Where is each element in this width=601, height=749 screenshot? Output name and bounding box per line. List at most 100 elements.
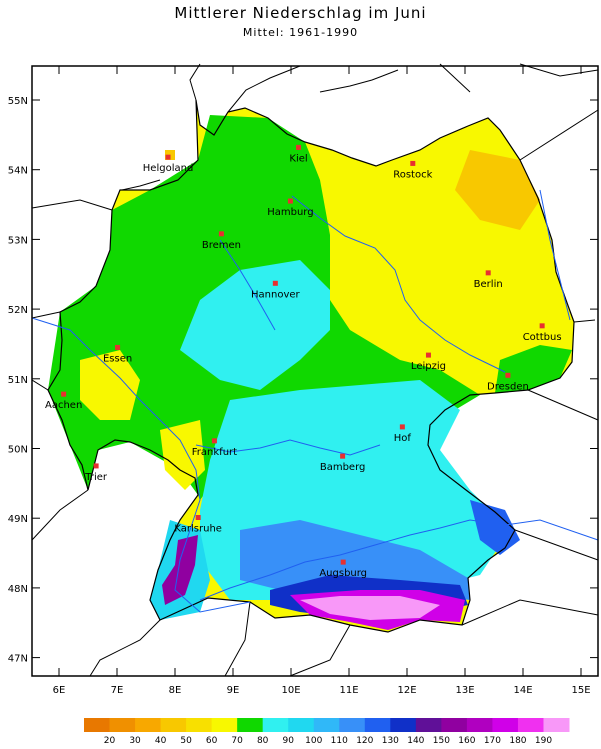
orange-patch-east	[455, 150, 540, 230]
legend-swatch	[135, 718, 162, 732]
lon-tick-label: 12E	[397, 685, 416, 696]
city-marker	[218, 231, 224, 237]
city-marker	[539, 323, 545, 329]
lat-tick-label: 52N	[8, 305, 28, 316]
lon-tick-label: 6E	[53, 685, 66, 696]
legend-swatch	[339, 718, 366, 732]
legend-label: 20	[104, 736, 116, 746]
river-danube	[199, 519, 599, 601]
city-label: Hof	[394, 433, 412, 444]
city-label: Cottbus	[523, 332, 562, 343]
precipitation-field-layer	[48, 100, 574, 632]
city-label: Helgoland	[143, 163, 194, 174]
sweden-coast	[439, 63, 599, 93]
lat-tick-label: 48N	[8, 584, 28, 595]
lon-tick-label: 13E	[455, 685, 474, 696]
city-label: Karlsruhe	[174, 524, 222, 535]
city-label: Trier	[84, 472, 108, 483]
france-border	[31, 489, 89, 541]
lat-tick-label: 49N	[8, 514, 28, 525]
lon-tick-label: 10E	[281, 685, 300, 696]
city-marker	[272, 280, 278, 286]
city-marker	[425, 352, 431, 358]
legend-swatch	[415, 718, 442, 732]
river-elbe	[291, 195, 506, 373]
city-marker	[93, 463, 99, 469]
lat-tick-label: 53N	[8, 235, 28, 246]
river-weser	[219, 239, 276, 331]
legend-swatch	[466, 718, 493, 732]
legend-swatch	[186, 718, 213, 732]
city-marker	[211, 438, 217, 444]
legend-swatch	[390, 718, 417, 732]
city-marker	[115, 344, 121, 350]
legend-swatch	[517, 718, 544, 732]
city-label: Berlin	[474, 279, 503, 290]
cities-layer: Helgoland Kiel Rostock Hamburg Bremen Hannove…	[45, 144, 562, 579]
poland-border	[519, 109, 599, 323]
city-label: Essen	[103, 353, 132, 364]
city-marker	[61, 391, 67, 397]
rivers-layer	[31, 189, 599, 613]
benelux-border	[31, 311, 61, 391]
city-label: Hamburg	[267, 207, 313, 218]
legend-label: 160	[458, 736, 475, 746]
legend-swatch	[237, 718, 264, 732]
legend-label: 190	[535, 736, 552, 746]
map-title: Mittlerer Niederschlag im Juni	[174, 4, 427, 22]
legend-label: 80	[257, 736, 269, 746]
city-marker	[505, 372, 511, 378]
legend-label: 110	[331, 736, 348, 746]
legend-label: 100	[305, 736, 322, 746]
legend-swatch	[109, 718, 136, 732]
lat-tick-label: 51N	[8, 375, 28, 386]
legend-swatch	[160, 718, 187, 732]
purple-schwarzwald	[162, 535, 198, 605]
legend-label: 50	[180, 736, 192, 746]
city-marker	[399, 424, 405, 430]
city-marker	[485, 270, 491, 276]
legend-swatch	[492, 718, 519, 732]
legend-swatch	[441, 718, 468, 732]
map-subtitle: Mittel: 1961-1990	[242, 26, 359, 39]
legend-label: 180	[509, 736, 526, 746]
legend-label: 120	[356, 736, 373, 746]
map-frame	[31, 65, 599, 677]
cyan-region-central	[180, 260, 330, 390]
legend-label: 30	[129, 736, 141, 746]
lon-tick-label: 8E	[169, 685, 182, 696]
green-region-east	[495, 345, 572, 393]
blue-region-alpine-foreland	[240, 520, 470, 600]
lat-tick-label: 54N	[8, 166, 28, 177]
city-label: Augsburg	[319, 568, 367, 579]
lat-tick-label: 50N	[8, 445, 28, 456]
city-label: Hannover	[251, 289, 301, 300]
legend-label: 60	[206, 736, 218, 746]
city-label: Aachen	[45, 400, 82, 411]
city-label: Dresden	[487, 381, 529, 392]
germany-outline	[47, 99, 575, 633]
city-label: Bremen	[202, 240, 241, 251]
lon-tick-label: 7E	[111, 685, 124, 696]
legend-swatch	[288, 718, 315, 732]
city-label: Frankfurt	[192, 447, 237, 458]
legend-swatch	[262, 718, 289, 732]
color-legend: 20 30 40 50 60 70 80 90 100 110 120 130 140 150 160 170…	[84, 718, 570, 746]
legend-swatch	[543, 718, 570, 732]
city-label: Kiel	[289, 153, 307, 164]
city-marker	[287, 198, 293, 204]
river-oder	[539, 189, 571, 321]
legend-label: 150	[433, 736, 450, 746]
river-main	[195, 439, 381, 456]
legend-swatch	[211, 718, 238, 732]
city-marker	[296, 144, 302, 150]
pink-alps	[300, 596, 440, 620]
lat-tick-label: 47N	[8, 654, 28, 665]
blue-region-bavarian-forest	[470, 500, 520, 555]
legend-label: 70	[231, 736, 243, 746]
city-marker	[165, 154, 171, 160]
lon-tick-label: 14E	[513, 685, 532, 696]
axis-ticks-layer: 55N 54N 53N 52N 51N 50N 49N 48N 47N 6E 7E 8E 9E 10E 11…	[8, 66, 598, 696]
country-borders-layer	[31, 63, 599, 677]
